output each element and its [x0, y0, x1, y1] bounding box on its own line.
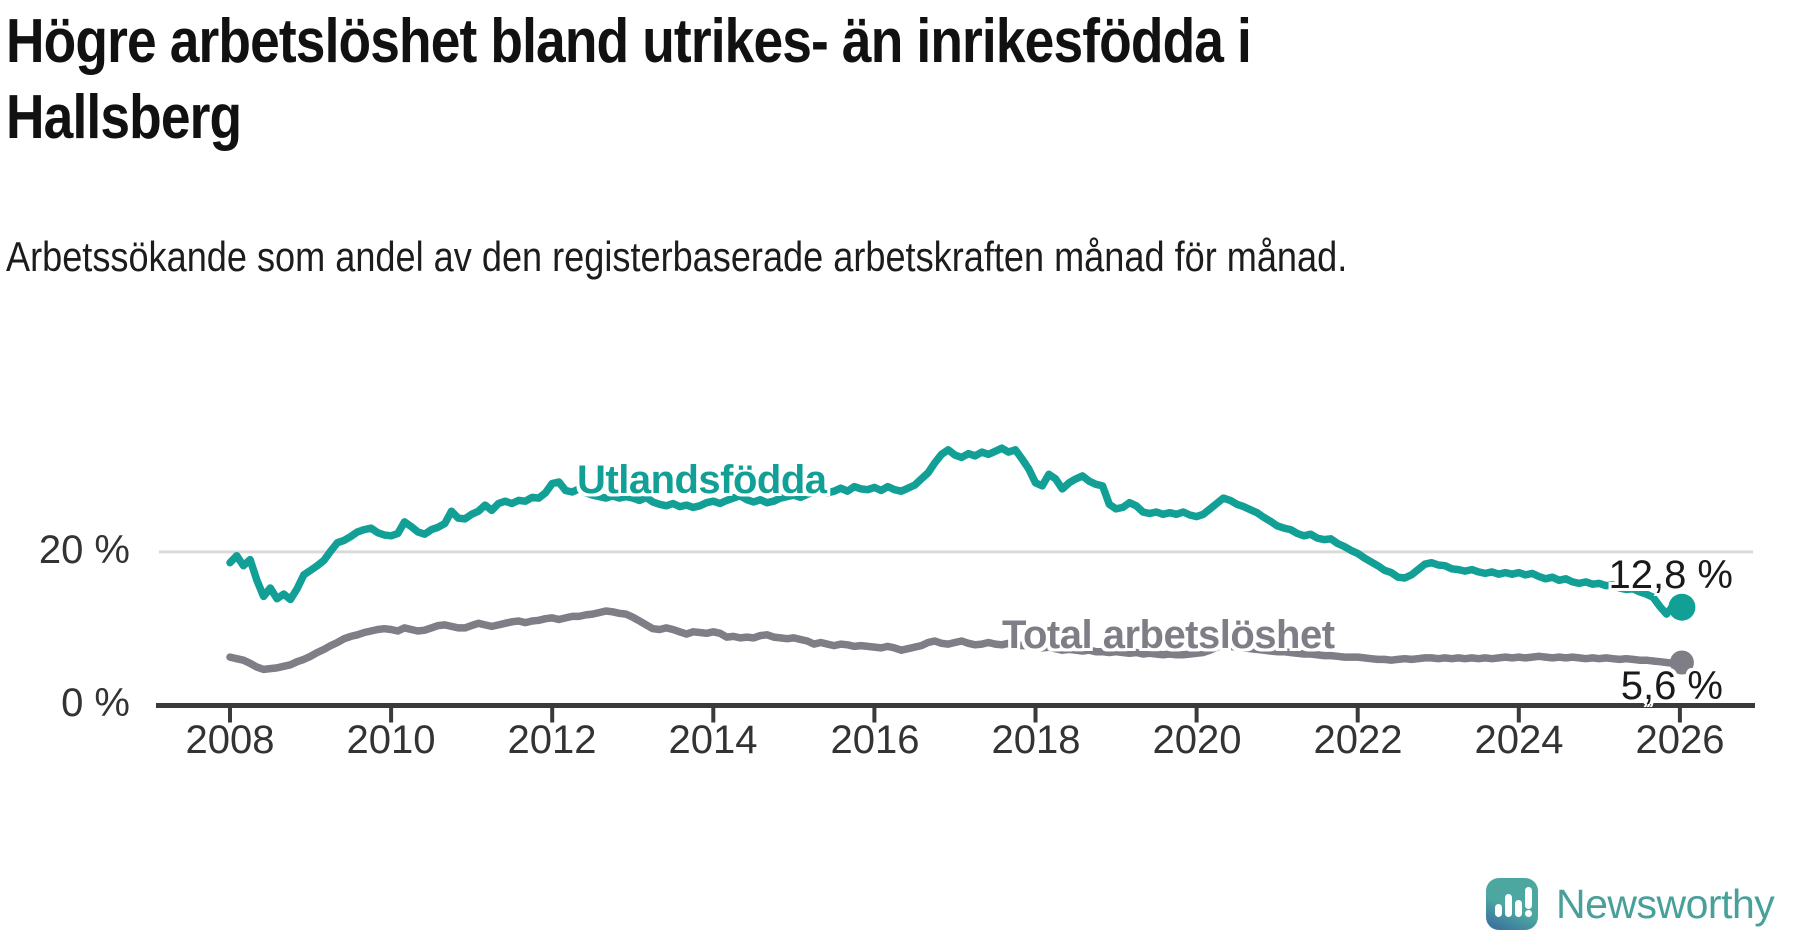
- x-axis-label-2014: 2014: [668, 718, 758, 762]
- value-label-total: 5,6 %: [1620, 664, 1723, 708]
- x-axis-label-2018: 2018: [991, 718, 1081, 762]
- series-label-utlandsfodda: Utlandsfödda: [577, 458, 827, 502]
- x-axis-label-2026: 2026: [1635, 718, 1725, 762]
- chart-title: Högre arbetslöshet bland utrikes- än inr…: [6, 7, 1252, 152]
- y-axis-label-20: 20 %: [38, 528, 130, 572]
- newsworthy-logo: Newsworthy: [1483, 878, 1775, 943]
- newsworthy-logo-text: Newsworthy: [1556, 880, 1775, 927]
- x-axis-label-2010: 2010: [346, 718, 436, 762]
- value-label-utlandsfodda: 12,8 %: [1608, 553, 1733, 597]
- x-axis-label-2008: 2008: [185, 718, 275, 762]
- x-axis-label-2022: 2022: [1313, 718, 1403, 762]
- newsworthy-logo-icon: [1483, 878, 1538, 943]
- x-axis-label-2012: 2012: [507, 718, 597, 762]
- x-axis-label-2016: 2016: [830, 718, 920, 762]
- x-axis-label-2024: 2024: [1474, 718, 1564, 762]
- chart-subtitle: Arbetssökande som andel av den registerb…: [6, 233, 1348, 280]
- x-axis-label-2020: 2020: [1152, 718, 1242, 762]
- series-label-total-arbetsloshet: Total arbetslöshet: [1002, 613, 1335, 657]
- y-axis-label-0: 0 %: [61, 681, 130, 725]
